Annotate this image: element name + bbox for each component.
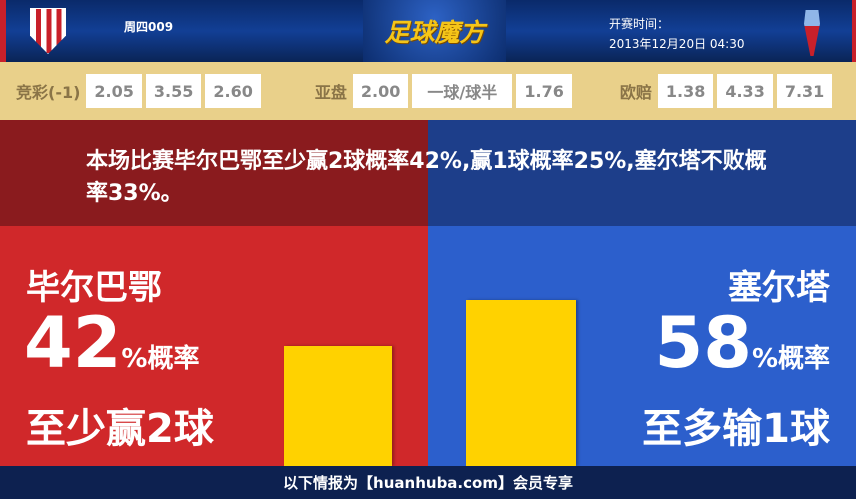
brand-logo: 足球魔方 [363,0,506,62]
jingcai-label: 竞彩(-1) [16,83,81,102]
home-team-name: 毕尔巴鄂 [26,268,162,308]
home-probability: 42%概率 [24,302,199,384]
odds-value: 7.31 [776,74,833,108]
away-probability: 58%概率 [655,302,830,384]
away-percent: 58 [654,302,752,384]
away-probability-bar [466,300,576,466]
away-team-logo [804,10,820,56]
home-probability-bar [284,345,392,466]
match-code: 周四009 [124,20,174,34]
odds-value: 4.33 [717,74,773,108]
away-percent-suffix: %概率 [751,344,830,374]
summary-text: 本场比赛毕尔巴鄂至少赢2球概率42%,赢1球概率25%,塞尔塔不败概率33%。 [86,149,767,206]
home-percent: 42 [24,302,122,384]
odds-value: 2.60 [205,74,261,108]
kickoff-info: 开赛时间： 2013年12月20日 04:30 [609,14,744,54]
header: 周四009 足球魔方 开赛时间： 2013年12月20日 04:30 [0,0,856,62]
odds-value: 1.38 [657,74,714,108]
prediction-panel: 本场比赛毕尔巴鄂至少赢2球概率42%,赢1球概率25%,塞尔塔不败概率33%。 … [0,120,856,466]
asian-label: 亚盘 [314,83,347,102]
home-percent-suffix: %概率 [121,344,200,374]
odds-bar: 竞彩(-1) 2.05 3.55 2.60 亚盘 2.00 一球/球半 1.76… [0,62,856,120]
away-outcome: 至多输1球 [642,406,830,452]
handicap-value: 一球/球半 [412,74,513,108]
odds-value: 2.00 [352,74,409,108]
away-team-name: 塞尔塔 [728,268,830,308]
member-footer[interactable]: 以下情报为【huanhuba.com】会员专享 [0,466,856,499]
odds-value: 3.55 [145,74,202,108]
odds-value: 1.76 [516,74,572,108]
home-team-logo [30,8,66,54]
home-outcome: 至少赢2球 [26,406,214,452]
kickoff-label: 开赛时间： [609,17,670,31]
kickoff-time: 2013年12月20日 04:30 [609,37,745,51]
odds-value: 2.05 [86,74,142,108]
euro-label: 欧赔 [619,83,652,102]
